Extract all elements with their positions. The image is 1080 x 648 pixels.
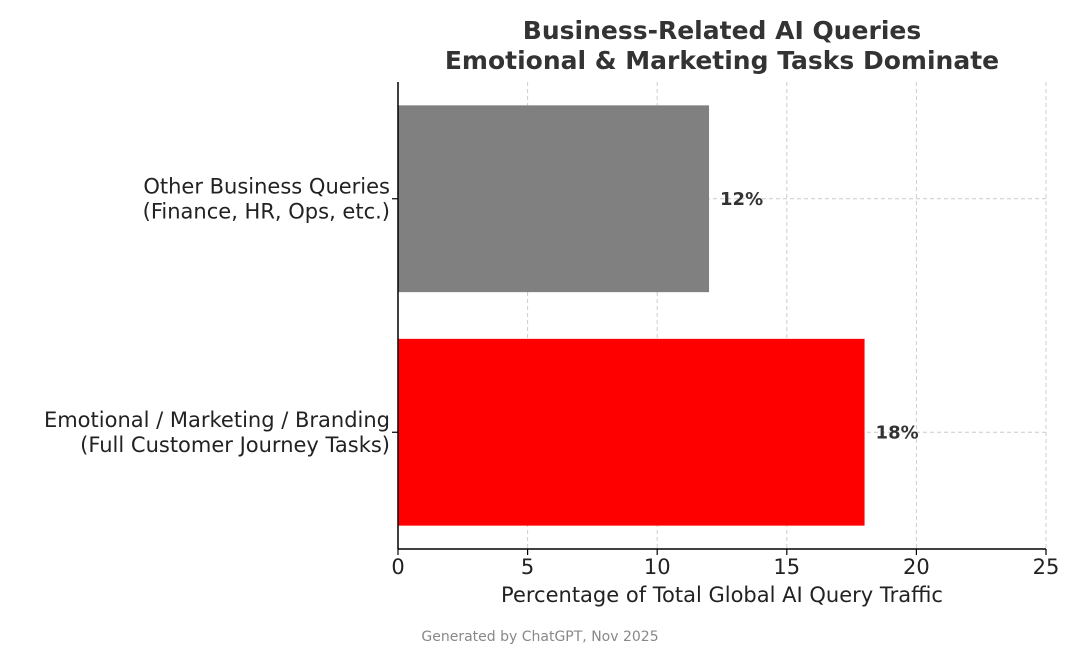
x-tick-label-10: 10	[644, 555, 671, 579]
axes	[397, 82, 1046, 550]
x-tick-label-15: 15	[773, 555, 800, 579]
y-category-label-2-line-2: (Finance, HR, Ops, etc.)	[143, 199, 390, 223]
x-axis-title: Percentage of Total Global AI Query Traf…	[501, 583, 943, 607]
value-label-1: 18%	[876, 422, 919, 443]
y-category-label-2-line-1: Other Business Queries	[143, 174, 390, 198]
y-category-label-1-line-1: Emotional / Marketing / Branding	[44, 408, 390, 432]
bar-1	[398, 338, 865, 526]
x-tick-label-25: 25	[1033, 555, 1060, 579]
footnote: Generated by ChatGPT, Nov 2025	[421, 629, 658, 645]
y-axis-category-labels: Emotional / Marketing / Branding(Full Cu…	[44, 174, 398, 457]
bar-2	[398, 105, 710, 293]
x-tick-label-20: 20	[903, 555, 930, 579]
chart-title-line-1: Business-Related AI Queries	[523, 16, 921, 45]
bars	[398, 105, 865, 526]
chart-title-line-2: Emotional & Marketing Tasks Dominate	[445, 46, 999, 75]
x-axis-ticks: 0 5 10 15 20 25	[391, 549, 1059, 579]
value-labels: 18% 12%	[720, 189, 919, 444]
x-tick-label-5: 5	[521, 555, 534, 579]
x-tick-label-0: 0	[391, 555, 404, 579]
value-label-2: 12%	[720, 189, 763, 210]
y-category-label-1-line-2: (Full Customer Journey Tasks)	[80, 433, 390, 457]
